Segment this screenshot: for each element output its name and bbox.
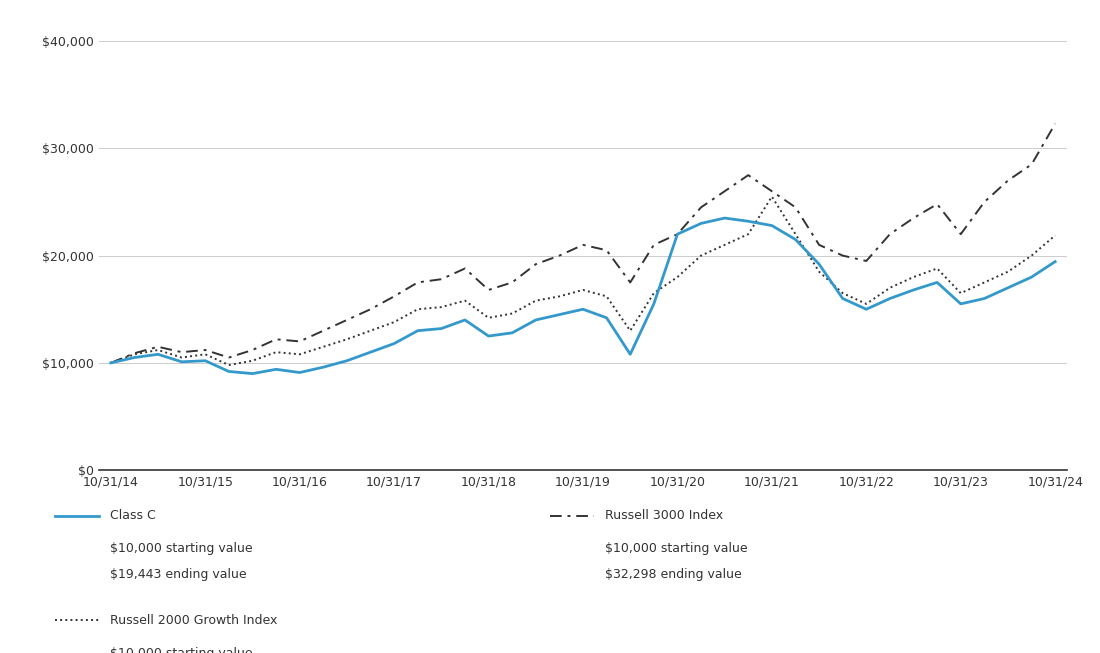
Text: $10,000 starting value: $10,000 starting value <box>605 542 748 555</box>
Text: $19,443 ending value: $19,443 ending value <box>110 568 246 581</box>
Text: Russell 3000 Index: Russell 3000 Index <box>605 509 723 522</box>
Text: $10,000 starting value: $10,000 starting value <box>110 542 253 555</box>
Text: Russell 2000 Growth Index: Russell 2000 Growth Index <box>110 614 277 627</box>
Text: $32,298 ending value: $32,298 ending value <box>605 568 741 581</box>
Text: Class C: Class C <box>110 509 156 522</box>
Text: $10,000 starting value: $10,000 starting value <box>110 646 253 653</box>
